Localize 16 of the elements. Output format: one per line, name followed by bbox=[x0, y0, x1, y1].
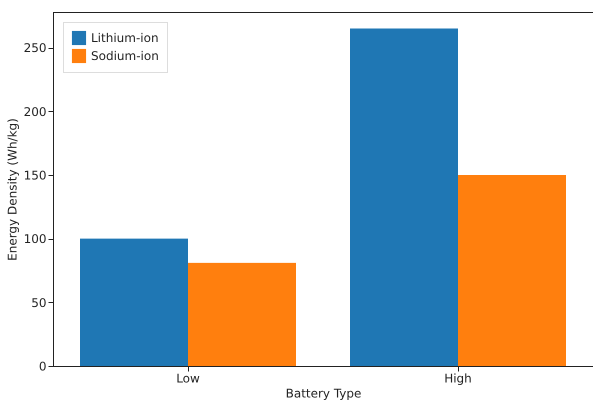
y-tick-label: 50 bbox=[31, 296, 46, 310]
legend-label: Sodium-ion bbox=[91, 49, 159, 63]
y-tick-label: 100 bbox=[24, 232, 46, 246]
bar bbox=[80, 238, 188, 366]
y-axis-title: Energy Density (Wh/kg) bbox=[6, 118, 20, 261]
x-tick-label: Low bbox=[176, 372, 200, 386]
y-tick-label: 0 bbox=[38, 360, 46, 374]
y-tick-label: 250 bbox=[24, 41, 46, 56]
bar bbox=[458, 174, 566, 366]
bar bbox=[350, 28, 458, 366]
x-axis-title: Battery Type bbox=[286, 386, 362, 400]
bar bbox=[188, 262, 296, 366]
y-tick-label: 200 bbox=[24, 104, 46, 119]
legend-label: Lithium-ion bbox=[91, 31, 159, 45]
y-tick-label: 150 bbox=[24, 168, 46, 182]
x-tick-label: High bbox=[444, 372, 472, 386]
